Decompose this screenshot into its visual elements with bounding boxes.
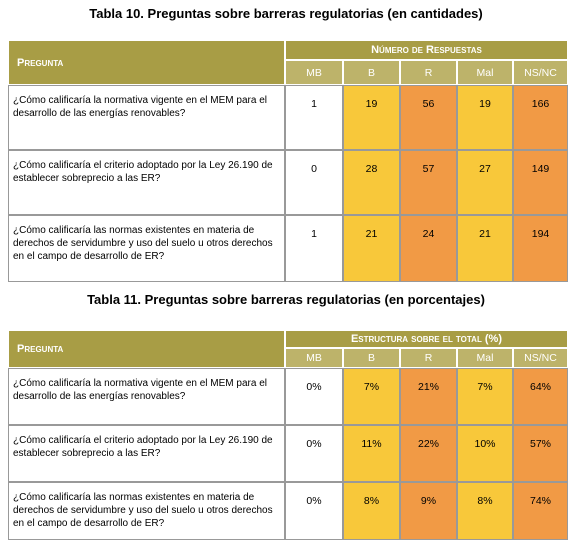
value-cell: 27 (457, 150, 513, 215)
value-cell: 10% (457, 425, 513, 482)
value-cell: 21 (343, 215, 400, 282)
value-cell: 57% (513, 425, 568, 482)
value-cell: 0% (285, 425, 343, 482)
value-cell: 194 (513, 215, 568, 282)
value-cell: 0% (285, 368, 343, 425)
value-cell: 9% (400, 482, 457, 540)
question: ¿Cómo calificaría la normativa vigente e… (8, 368, 285, 425)
group-header: Estructura sobre el total (%) (285, 330, 568, 348)
column-header: Mal (457, 348, 513, 368)
column-header: NS/NC (513, 348, 568, 368)
column-header: B (343, 60, 400, 85)
question: ¿Cómo calificaría el criterio adoptado p… (8, 425, 285, 482)
column-header: Mal (457, 60, 513, 85)
value-cell: 56 (400, 85, 457, 150)
value-cell: 57 (400, 150, 457, 215)
value-cell: 21% (400, 368, 457, 425)
value-cell: 64% (513, 368, 568, 425)
value-cell: 0% (285, 482, 343, 540)
table-title: Tabla 10. Preguntas sobre barreras regul… (89, 6, 483, 21)
value-cell: 1 (285, 85, 343, 150)
question-header: Pregunta (8, 330, 285, 368)
column-header: MB (285, 348, 343, 368)
question-header: Pregunta (8, 40, 285, 85)
value-cell: 74% (513, 482, 568, 540)
value-cell: 8% (457, 482, 513, 540)
question: ¿Cómo calificaría las normas existentes … (8, 215, 285, 282)
value-cell: 24 (400, 215, 457, 282)
value-cell: 19 (457, 85, 513, 150)
question: ¿Cómo calificaría el criterio adoptado p… (8, 150, 285, 215)
column-header: R (400, 60, 457, 85)
table-title: Tabla 11. Preguntas sobre barreras regul… (87, 292, 485, 307)
group-header: Número de Respuestas (285, 40, 568, 60)
value-cell: 7% (343, 368, 400, 425)
column-header: MB (285, 60, 343, 85)
value-cell: 149 (513, 150, 568, 215)
value-cell: 28 (343, 150, 400, 215)
value-cell: 1 (285, 215, 343, 282)
value-cell: 166 (513, 85, 568, 150)
question: ¿Cómo calificaría la normativa vigente e… (8, 85, 285, 150)
column-header: B (343, 348, 400, 368)
question: ¿Cómo calificaría las normas existentes … (8, 482, 285, 540)
value-cell: 11% (343, 425, 400, 482)
value-cell: 22% (400, 425, 457, 482)
value-cell: 19 (343, 85, 400, 150)
column-header: NS/NC (513, 60, 568, 85)
column-header: R (400, 348, 457, 368)
value-cell: 8% (343, 482, 400, 540)
value-cell: 7% (457, 368, 513, 425)
value-cell: 0 (285, 150, 343, 215)
value-cell: 21 (457, 215, 513, 282)
